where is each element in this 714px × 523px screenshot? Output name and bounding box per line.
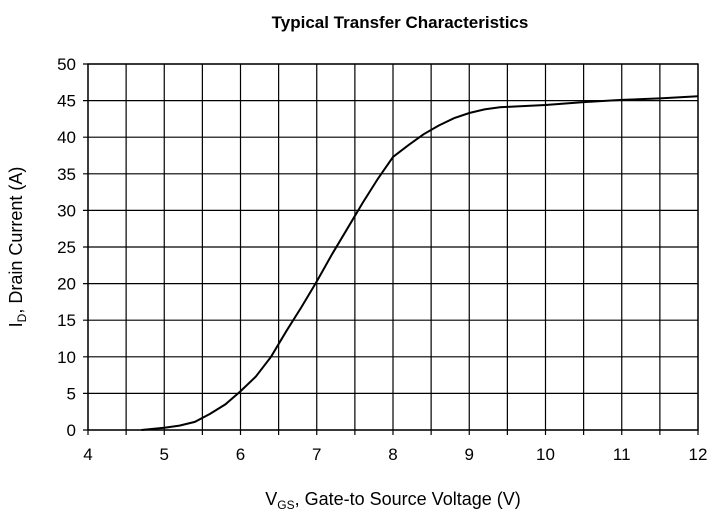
y-axis-label-subscript: D xyxy=(15,313,29,322)
y-axis-label-main: I xyxy=(6,322,26,327)
y-tick-label: 15 xyxy=(57,311,76,330)
x-tick-label: 8 xyxy=(388,445,397,464)
x-axis-label-main: V xyxy=(265,489,277,509)
x-tick-label: 5 xyxy=(160,445,169,464)
drain-current-curve xyxy=(141,95,699,431)
grid-lines xyxy=(83,63,699,435)
y-tick-labels: 0 5 10 15 20 25 30 35 40 45 50 xyxy=(57,55,76,440)
x-tick-label: 10 xyxy=(536,445,555,464)
x-axis-label-rest: , Gate-to Source Voltage (V) xyxy=(295,489,521,509)
y-tick-label: 0 xyxy=(67,421,76,440)
plot-frame xyxy=(87,63,699,431)
y-tick-label: 35 xyxy=(57,165,76,184)
x-tick-label: 6 xyxy=(236,445,245,464)
x-tick-label: 9 xyxy=(465,445,474,464)
x-axis-label: VGS, Gate-to Source Voltage (V) xyxy=(265,489,520,512)
x-axis-label-subscript: GS xyxy=(277,498,294,512)
y-tick-label: 5 xyxy=(67,384,76,403)
y-axis-label-rest: , Drain Current (A) xyxy=(6,167,26,314)
y-tick-label: 30 xyxy=(57,201,76,220)
y-tick-label: 40 xyxy=(57,128,76,147)
y-tick-label: 25 xyxy=(57,238,76,257)
y-axis-label: ID, Drain Current (A) xyxy=(6,167,29,328)
x-tick-label: 12 xyxy=(689,445,708,464)
x-tick-labels: 4 5 6 7 8 9 10 11 12 xyxy=(83,445,707,464)
chart-title: Typical Transfer Characteristics xyxy=(272,13,529,32)
x-tick-label: 7 xyxy=(312,445,321,464)
y-tick-label: 10 xyxy=(57,348,76,367)
x-tick-label: 11 xyxy=(613,445,631,464)
y-tick-label: 45 xyxy=(57,92,76,111)
y-tick-label: 20 xyxy=(57,275,76,294)
y-tick-label: 50 xyxy=(57,55,76,74)
x-tick-label: 4 xyxy=(83,445,92,464)
